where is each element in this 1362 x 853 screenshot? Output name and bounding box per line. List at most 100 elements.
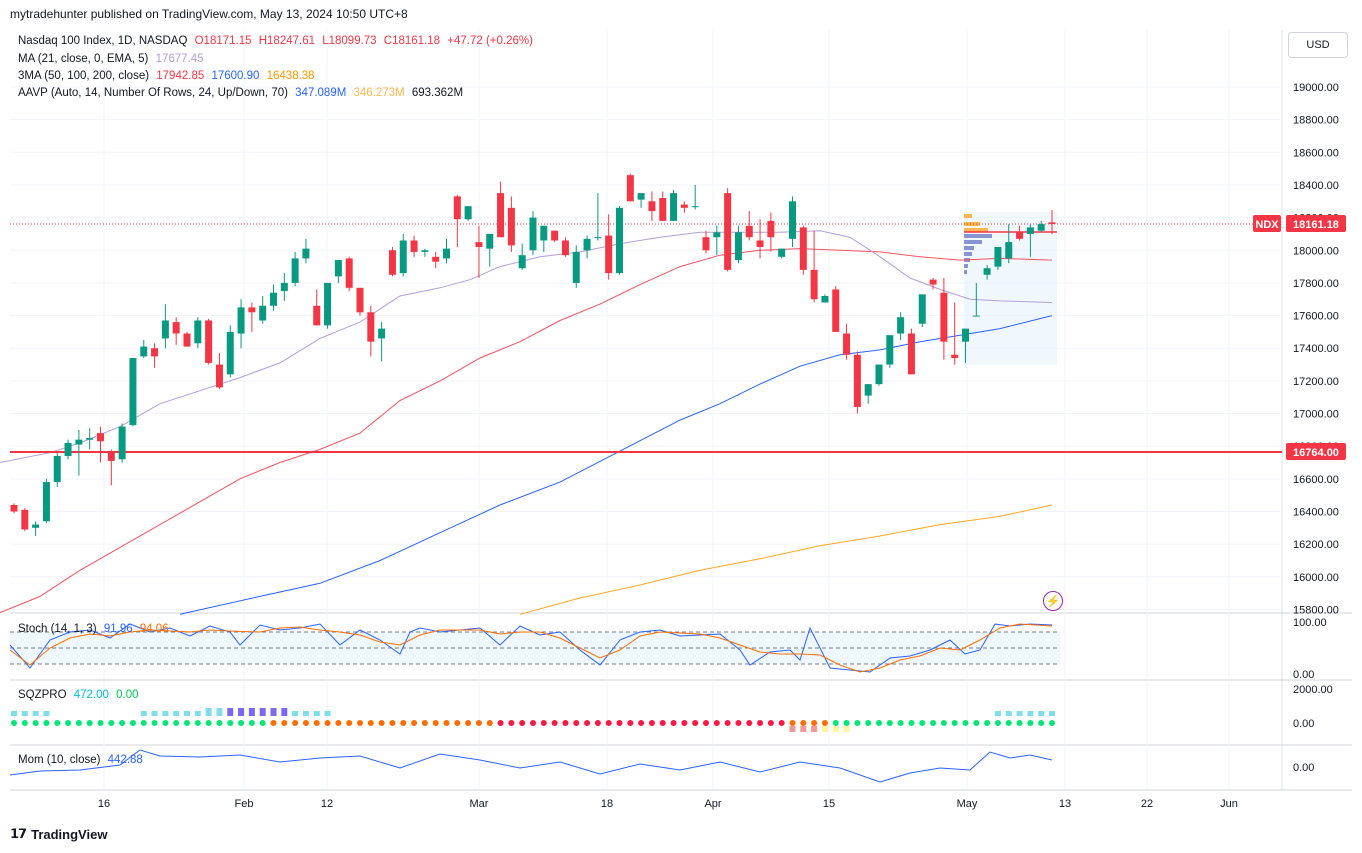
symbol-tag-box xyxy=(1253,214,1281,232)
squeeze-dot xyxy=(486,720,493,726)
sqz-value-1: 472.00 xyxy=(73,689,109,701)
candle-body xyxy=(864,384,872,396)
squeeze-hist-bar xyxy=(227,708,234,716)
volume-profile-row xyxy=(964,228,988,232)
volume-profile-row xyxy=(964,222,980,226)
aavp-value-1: 347.089M xyxy=(295,87,347,99)
squeeze-hist-bar xyxy=(1049,711,1055,716)
squeeze-dot xyxy=(432,720,439,726)
squeeze-dot xyxy=(65,720,72,726)
candle-body xyxy=(810,269,818,300)
candle-body xyxy=(637,193,645,200)
squeeze-dot xyxy=(1049,720,1055,726)
legend-aavp: AAVP (Auto, 14, Number Of Rows, 24, Up/D… xyxy=(18,87,467,99)
squeeze-dot xyxy=(746,720,753,726)
candle-body xyxy=(680,204,688,208)
squeeze-dot xyxy=(1005,720,1012,726)
stoch-axis-label: 100.00 xyxy=(1293,617,1327,629)
candle-body xyxy=(605,235,613,274)
volume-profile-row xyxy=(964,264,968,268)
currency-button[interactable]: USD xyxy=(1288,32,1348,58)
squeeze-dot xyxy=(821,720,828,726)
squeeze-dot xyxy=(638,720,645,726)
candle-body xyxy=(540,225,548,241)
squeeze-dot xyxy=(757,720,764,726)
ma21-line xyxy=(0,230,1053,463)
squeeze-dot xyxy=(811,720,818,726)
low-value: L18099.73 xyxy=(322,35,377,47)
squeeze-hist-bar-neg xyxy=(832,726,839,732)
candle-body xyxy=(475,242,483,247)
squeeze-dot xyxy=(292,720,299,726)
squeeze-dot xyxy=(940,720,947,726)
tradingview-logo[interactable]: 𝟭𝟳 TradingView xyxy=(10,826,107,842)
hline-price-box xyxy=(1286,443,1346,461)
squeeze-dot xyxy=(919,720,926,726)
y-tick-label: 16200.00 xyxy=(1293,539,1339,551)
aavp-value-3: 693.362M xyxy=(411,87,464,99)
candle-body xyxy=(129,358,137,425)
sqz-axis-label: 0.00 xyxy=(1293,718,1314,730)
squeeze-dot xyxy=(973,720,980,726)
ma50-line xyxy=(0,248,1053,614)
symbol-title: Nasdaq 100 Index, 1D, NASDAQ xyxy=(18,35,188,47)
brand-label: TradingView xyxy=(31,826,108,842)
candle-body xyxy=(843,333,851,355)
squeeze-dot xyxy=(508,720,515,726)
candle-body xyxy=(367,312,375,342)
y-tick-label: 15800.00 xyxy=(1293,604,1339,616)
squeeze-hist-bar xyxy=(313,711,320,716)
lightning-icon[interactable]: ⚡ xyxy=(1043,591,1063,611)
y-tick-label: 17200.00 xyxy=(1293,376,1339,388)
squeeze-dot xyxy=(681,720,688,726)
squeeze-dot xyxy=(865,720,872,726)
mom-legend: Mom (10, close) 442.88 xyxy=(18,754,147,766)
volume-profile-row xyxy=(964,240,982,244)
squeeze-hist-bar xyxy=(162,711,169,716)
x-tick-label: 12 xyxy=(321,798,333,810)
squeeze-dot xyxy=(1016,720,1023,726)
candle-body xyxy=(107,452,115,461)
symbol-tag-text: NDX xyxy=(1255,219,1279,231)
squeeze-dot xyxy=(519,720,526,726)
candle-body xyxy=(356,287,364,313)
x-tick-label: Jun xyxy=(1220,798,1238,810)
squeeze-dot xyxy=(876,720,882,726)
volume-profile-row xyxy=(964,270,967,274)
squeeze-dot xyxy=(335,720,342,726)
squeeze-dot xyxy=(238,720,245,726)
candle-body xyxy=(853,354,861,407)
candle-body xyxy=(324,282,332,326)
sqz-value-2: 0.00 xyxy=(116,689,139,701)
stoch-axis-label: 0.00 xyxy=(1293,669,1314,681)
squeeze-dot xyxy=(594,720,601,726)
squeeze-dot xyxy=(832,720,839,726)
candle-body xyxy=(648,201,656,212)
candle-body xyxy=(994,247,1002,267)
squeeze-dot xyxy=(389,720,396,726)
squeeze-dot xyxy=(497,720,504,726)
squeeze-dot xyxy=(443,720,450,726)
aavp-label: AAVP (Auto, 14, Number Of Rows, 24, Up/D… xyxy=(18,87,288,99)
squeeze-hist-bar xyxy=(173,711,180,716)
squeeze-hist-bar xyxy=(248,708,255,716)
candle-body xyxy=(280,282,288,292)
candle-body xyxy=(832,289,840,332)
squeeze-dot xyxy=(151,720,158,726)
squeeze-dot xyxy=(421,720,428,726)
candle-body xyxy=(464,206,472,220)
squeeze-dot xyxy=(659,720,666,726)
candle-body xyxy=(453,196,461,220)
candle-body xyxy=(334,260,342,277)
publish-header: mytradehunter published on TradingView.c… xyxy=(10,7,408,21)
candle-body xyxy=(10,504,18,512)
candle-body xyxy=(194,320,202,344)
mom-axis-label: 0.00 xyxy=(1293,762,1314,774)
y-tick-label: 18000.00 xyxy=(1293,245,1339,257)
squeeze-dot xyxy=(994,720,1001,726)
x-tick-label: Feb xyxy=(235,798,254,810)
ma3-value-1: 17942.85 xyxy=(156,70,205,82)
ma3-value-3: 16438.38 xyxy=(266,70,315,82)
candle-body xyxy=(734,232,742,261)
